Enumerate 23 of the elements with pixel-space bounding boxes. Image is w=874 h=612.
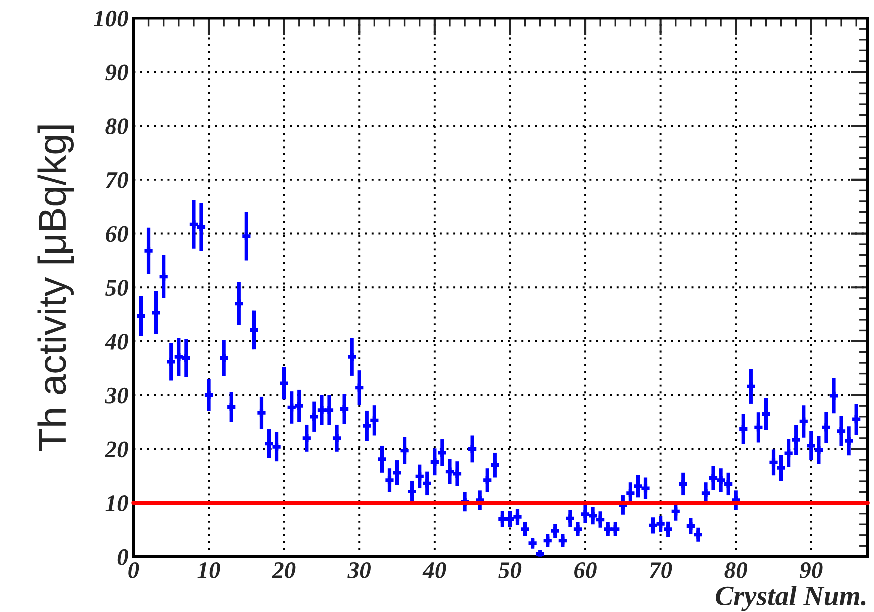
y-axis-title: Th activity [μBq/kg]: [38, 126, 74, 452]
x-tick-label: 40: [422, 562, 446, 578]
y-tick-label: 30: [105, 388, 128, 404]
x-tick-label: 70: [650, 562, 672, 578]
y-tick-label: 70: [106, 172, 128, 188]
y-tick-label: 0: [118, 549, 128, 566]
x-tick-label: 30: [348, 562, 372, 578]
y-tick-label: 50: [106, 280, 128, 296]
x-tick-label: 0: [128, 562, 140, 578]
x-tick-label: 20: [272, 562, 296, 578]
y-tick-label: 20: [104, 442, 128, 458]
y-tick-label: 40: [104, 334, 128, 350]
x-tick-label: 60: [574, 562, 597, 578]
y-tick-label: 90: [106, 64, 128, 81]
y-tick-label: 10: [106, 496, 128, 512]
x-tick-label: 90: [800, 562, 823, 578]
y-tick-label: 60: [106, 226, 128, 242]
x-tick-label: 10: [198, 562, 220, 578]
y-tick-label: 100: [94, 10, 128, 27]
x-tick-label: 50: [498, 562, 522, 578]
x-axis-title: Crystal Num.: [716, 586, 866, 612]
x-tick-label: 80: [724, 562, 748, 578]
y-tick-label: 80: [106, 118, 128, 134]
